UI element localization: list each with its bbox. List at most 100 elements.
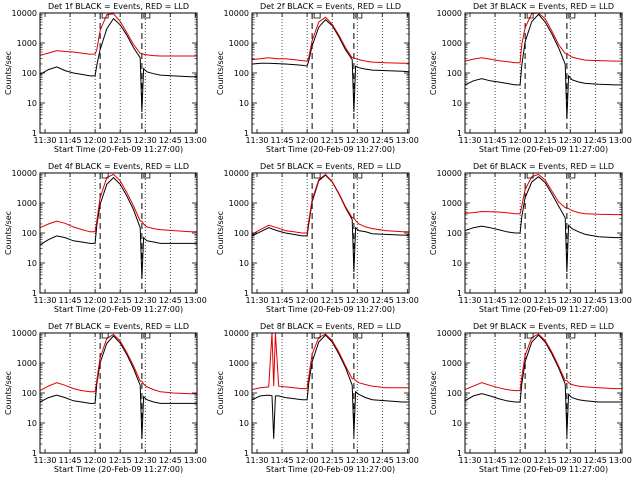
events-series-line [464,176,622,273]
plot-frame [251,12,410,134]
panel-9: 11:30 11:45 12:00 12:15 12:30 12:45 13:00 1 10 10… [429,322,632,474]
x-axis-label: Start Time (20-Feb-09 11:27:00) [479,145,608,154]
top-bracket-mark [568,13,576,19]
y-tick-label: 100 [447,229,462,238]
y-tick-label: 10 [239,419,249,428]
x-tick-label: 11:45 [59,456,82,465]
panel-5: 11:30 11:45 12:00 12:15 12:30 12:45 13:00 1 10 10… [216,162,419,314]
y-tick-label: 1000 [229,39,249,48]
y-tick-label: 100 [22,69,37,78]
y-tick-label: 1000 [442,199,462,208]
x-tick-label: 13:00 [184,136,207,145]
x-tick-label: 12:30 [346,136,369,145]
top-bracket-mark [568,173,576,179]
x-tick-label: 12:00 [509,296,532,305]
y-tick-label: 10 [27,259,37,268]
y-tick-label: 1 [457,289,462,298]
x-tick-label: 12:15 [321,296,344,305]
y-tick-label: 10000 [437,169,462,178]
y-axis-label: Counts/sec [4,211,13,255]
y-tick-label: 1000 [17,199,37,208]
x-tick-label: 12:45 [371,456,394,465]
top-bracket-mark [355,173,363,179]
lld-series-line [39,173,197,233]
events-series-line [464,13,622,119]
panel-8: 11:30 11:45 12:00 12:15 12:30 12:45 13:00 1 10 10… [216,322,419,474]
x-tick-label: 12:00 [296,456,319,465]
top-bracket-mark [313,13,321,19]
x-tick-label: 13:00 [609,296,632,305]
y-tick-label: 10000 [12,329,37,338]
x-tick-label: 13:00 [609,456,632,465]
x-tick-label: 12:00 [84,456,107,465]
x-tick-label: 11:45 [271,136,294,145]
x-tick-label: 13:00 [184,296,207,305]
panel-title: Det 5f BLACK = Events, RED = LLD [260,162,401,171]
x-tick-label: 13:00 [184,456,207,465]
x-tick-label: 11:30 [33,296,56,305]
x-tick-label: 12:30 [346,296,369,305]
lld-series-line [464,173,622,216]
y-tick-label: 10000 [224,9,249,18]
lld-series-line [464,12,622,64]
panel-6: 11:30 11:45 12:00 12:15 12:30 12:45 13:00 1 10 10… [429,162,632,314]
y-axis-label: Counts/sec [4,371,13,415]
x-tick-label: 12:15 [321,136,344,145]
plot-frame [39,12,198,134]
events-series-line [464,334,622,435]
top-bracket-mark [143,173,151,179]
x-tick-label: 12:15 [109,296,132,305]
y-tick-label: 1 [244,129,249,138]
panel-title: Det 6f BLACK = Events, RED = LLD [473,162,614,171]
panel-1: 11:30 11:45 12:00 12:15 12:30 12:45 13:00 1 10 10… [4,2,207,154]
x-tick-label: 11:45 [484,136,507,145]
plot-frame [251,332,410,454]
x-tick-label: 11:45 [271,456,294,465]
events-series-line [251,174,409,273]
y-tick-label: 10 [452,99,462,108]
x-tick-label: 12:45 [371,296,394,305]
x-tick-label: 11:45 [484,456,507,465]
lld-series-line [464,333,622,392]
y-tick-label: 1 [457,449,462,458]
y-tick-label: 1 [32,129,37,138]
x-tick-label: 11:45 [484,296,507,305]
y-tick-label: 1000 [229,199,249,208]
x-tick-label: 13:00 [609,136,632,145]
x-tick-label: 11:30 [458,456,481,465]
events-series-line [39,17,197,113]
x-tick-label: 12:30 [134,296,157,305]
plot-frame [39,172,198,294]
panel-title: Det 7f BLACK = Events, RED = LLD [48,322,189,331]
x-tick-label: 12:30 [346,456,369,465]
y-axis-label: Counts/sec [216,211,225,255]
panel-title: Det 9f BLACK = Events, RED = LLD [473,322,614,331]
x-axis-label: Start Time (20-Feb-09 11:27:00) [266,305,395,314]
x-axis-label: Start Time (20-Feb-09 11:27:00) [266,465,395,474]
y-tick-label: 10000 [12,169,37,178]
y-tick-label: 10000 [224,329,249,338]
y-axis-label: Counts/sec [429,51,438,95]
x-tick-label: 12:15 [321,456,344,465]
y-tick-label: 100 [234,229,249,238]
y-tick-label: 10000 [224,169,249,178]
top-bracket-mark [101,173,109,179]
x-tick-label: 12:30 [559,136,582,145]
lld-series-line [39,13,197,57]
top-bracket-mark [355,13,363,19]
x-tick-label: 11:30 [33,456,56,465]
y-tick-label: 10000 [12,9,37,18]
lld-series-line [251,173,409,235]
x-tick-label: 11:30 [245,296,268,305]
y-axis-label: Counts/sec [4,51,13,95]
top-bracket-mark [355,333,363,339]
lld-series-line [251,16,409,64]
panel-title: Det 2f BLACK = Events, RED = LLD [260,2,401,11]
panel-title: Det 3f BLACK = Events, RED = LLD [473,2,614,11]
x-tick-label: 11:45 [59,136,82,145]
top-bracket-mark [143,333,151,339]
x-tick-label: 12:30 [559,296,582,305]
top-bracket-mark [568,333,576,339]
top-bracket-mark [526,13,534,19]
